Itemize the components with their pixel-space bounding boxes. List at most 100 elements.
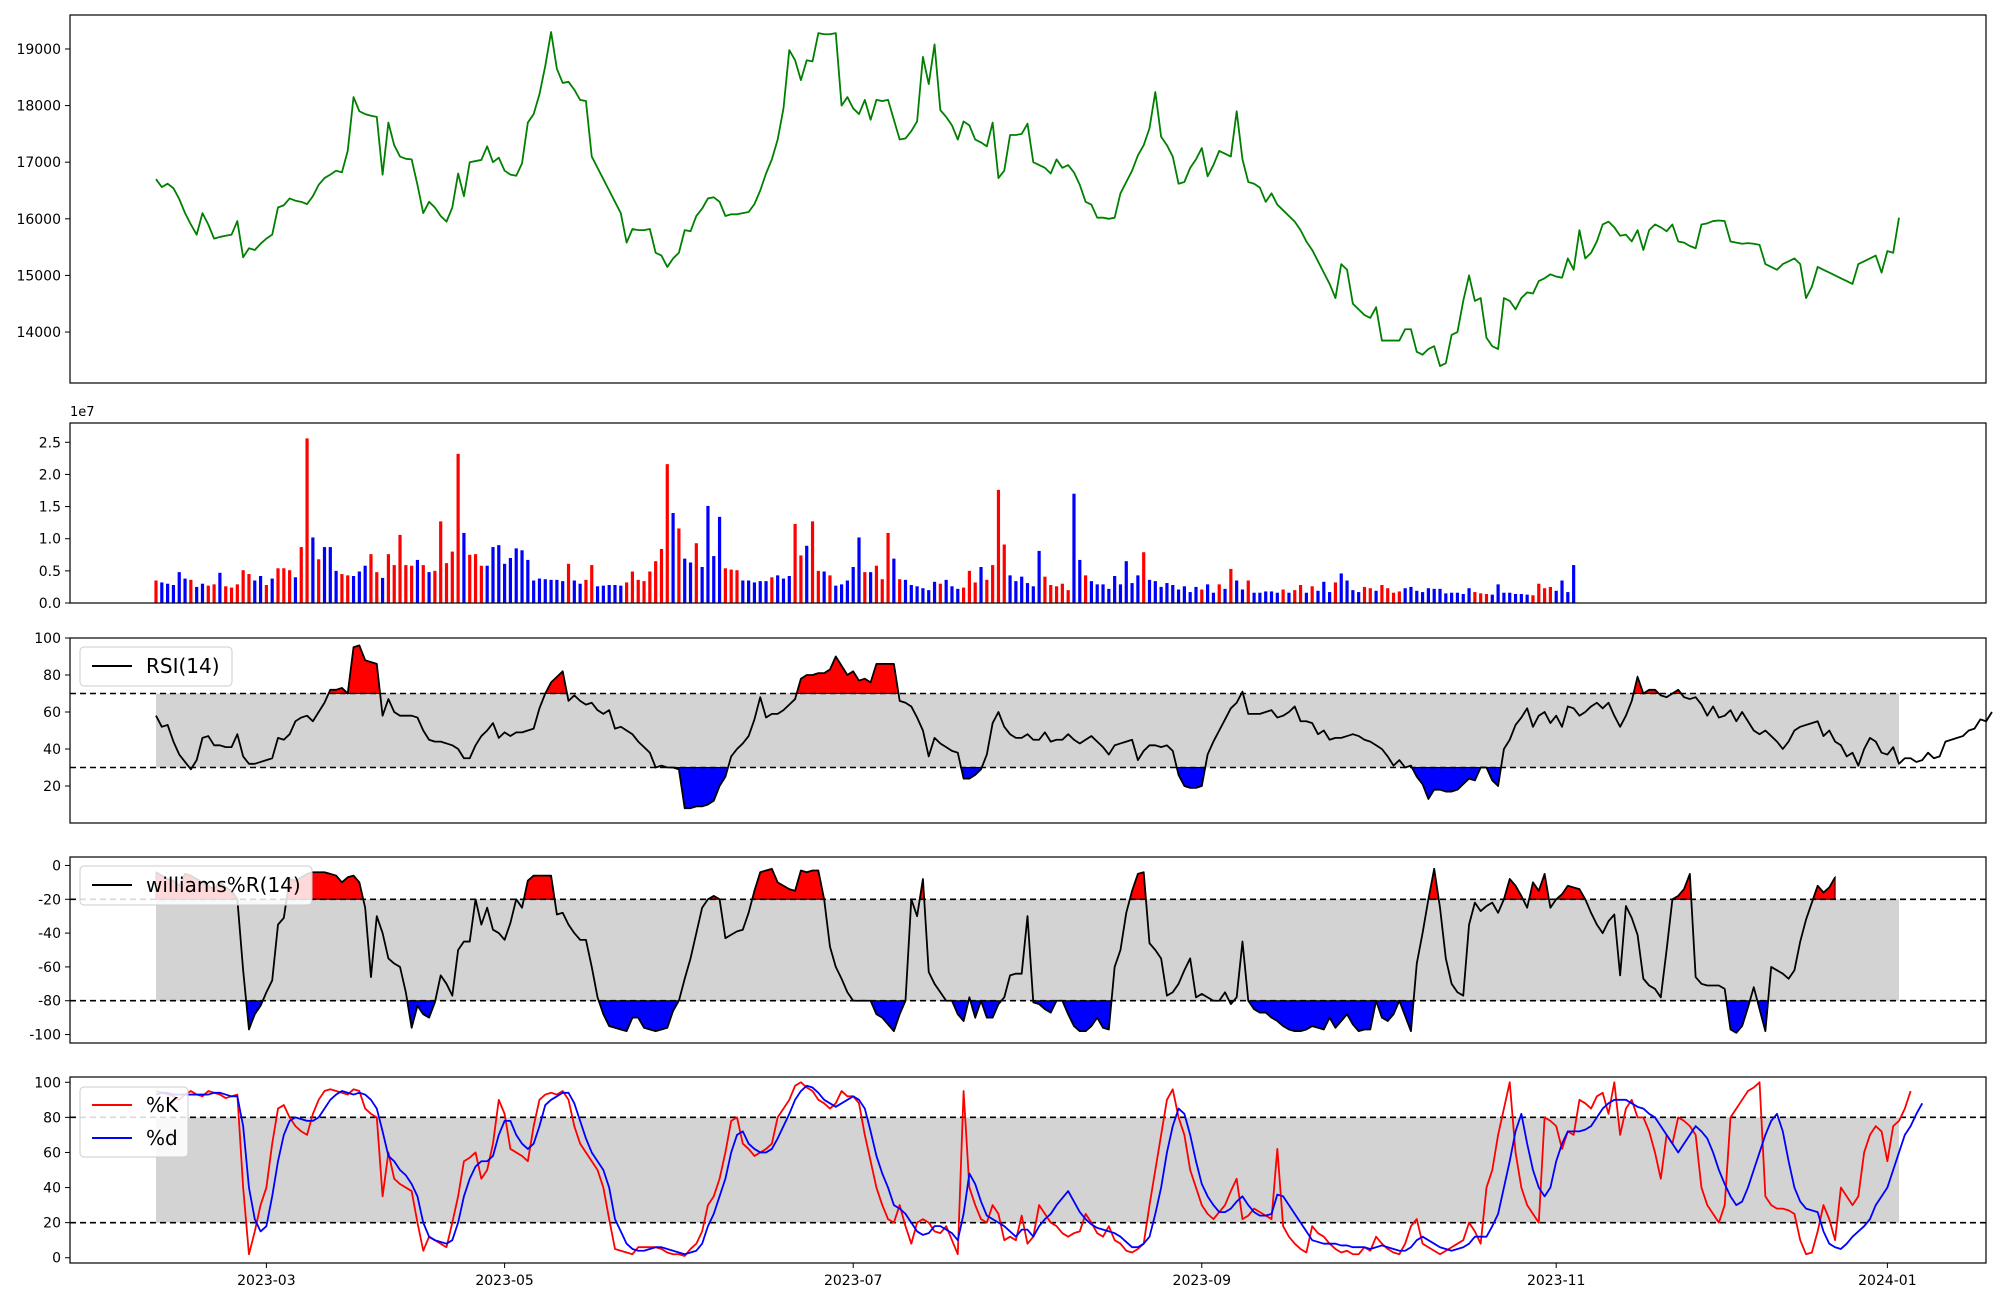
stoch-ytick-label: 40 — [43, 1181, 61, 1197]
volume-bar — [764, 581, 768, 603]
volume-bar — [520, 550, 524, 603]
volume-bar — [834, 585, 838, 603]
legend-label-k: %K — [146, 1093, 179, 1117]
volume-bar — [1246, 580, 1250, 603]
stochastic-legend: %K %d — [79, 1086, 189, 1158]
volume-bar — [787, 576, 791, 603]
volume-bar — [683, 558, 687, 603]
volume-bar — [979, 567, 983, 603]
volume-bar — [1014, 581, 1018, 603]
volume-bar — [1200, 589, 1204, 603]
volume-bar — [1229, 568, 1233, 603]
volume-bar — [1159, 586, 1163, 603]
price-ytick-label: 15000 — [16, 268, 61, 284]
volume-bar — [805, 545, 809, 603]
volume-bar — [1084, 575, 1088, 603]
volume-bar — [288, 570, 292, 603]
volume-bar — [1548, 586, 1552, 603]
volume-bar — [276, 568, 280, 603]
volume-bar — [1113, 576, 1117, 603]
volume-bar — [1142, 552, 1146, 603]
volume-bar — [1328, 592, 1332, 603]
volume-scale-label: 1e7 — [70, 405, 95, 420]
volume-bar — [247, 574, 251, 603]
volume-bar — [369, 554, 373, 603]
volume-bar — [973, 582, 977, 603]
volume-bar — [195, 586, 199, 603]
volume-bar — [654, 561, 658, 603]
volume-bar — [398, 534, 402, 603]
volume-bar — [857, 537, 861, 603]
volume-bar — [810, 521, 815, 603]
volume-bar — [229, 587, 234, 603]
volume-bar — [1124, 561, 1128, 603]
volume-bar — [555, 579, 559, 603]
volume-bar — [1438, 588, 1442, 603]
volume-bar — [1240, 589, 1245, 603]
stoch-axes-frame — [69, 1076, 1987, 1264]
volume-bar — [1194, 586, 1198, 603]
volume-bar — [1153, 581, 1157, 603]
volume-bar — [601, 585, 605, 603]
volume-bar — [1479, 593, 1483, 603]
volume-bar — [1502, 592, 1506, 603]
volume-bar — [613, 585, 617, 603]
rsi-ytick-label: 80 — [43, 668, 61, 684]
volume-bar — [1101, 584, 1105, 603]
volume-ytick-label: 0.0 — [39, 596, 61, 612]
volume-bar — [1118, 584, 1123, 603]
volume-bar — [1025, 583, 1030, 603]
volume-bar — [898, 579, 902, 603]
volume-bar — [1066, 590, 1070, 603]
volume-bar — [851, 567, 855, 603]
volume-bar — [1513, 594, 1518, 603]
volume-bar — [1060, 583, 1064, 603]
williams-ytick-label: 0 — [52, 858, 61, 874]
volume-bar — [903, 579, 908, 603]
rsi-band — [156, 693, 1899, 768]
volume-ytick-label: 2.0 — [39, 467, 61, 483]
volume-bar — [1078, 559, 1082, 603]
williams-overbought-fill — [751, 868, 825, 900]
stoch-ytick-label: 60 — [43, 1145, 61, 1161]
volume-bar — [166, 583, 170, 603]
volume-bar — [1275, 592, 1279, 603]
volume-bar — [566, 563, 571, 603]
legend-box — [79, 646, 233, 687]
volume-bar — [375, 572, 379, 603]
volume-bar — [1037, 550, 1041, 603]
volume-bar — [1176, 589, 1181, 603]
volume-bar — [863, 572, 867, 603]
volume-bar — [444, 563, 449, 603]
volume-bar — [1467, 588, 1471, 603]
volume-bar — [1049, 585, 1053, 603]
volume-bar — [410, 565, 414, 603]
volume-bar — [1351, 590, 1355, 603]
volume-bar — [1008, 575, 1012, 603]
volume-bar — [625, 582, 629, 603]
volume-bar — [258, 576, 263, 603]
volume-bar — [334, 570, 338, 603]
volume-bar — [514, 548, 518, 603]
volume-bar — [1298, 585, 1303, 603]
volume-bar — [741, 580, 745, 603]
volume-bar — [1089, 581, 1094, 603]
volume-bar — [497, 545, 501, 603]
volume-bar — [421, 565, 425, 603]
williams-ytick-label: -100 — [29, 1028, 61, 1044]
rsi-axes-frame — [69, 637, 1987, 824]
volume-bar — [1264, 591, 1268, 603]
volume-bar — [1380, 585, 1384, 603]
volume-bar — [1147, 579, 1152, 603]
volume-bar — [874, 565, 879, 603]
volume-bar — [1031, 586, 1035, 603]
volume-bar — [1182, 586, 1186, 603]
volume-bar — [845, 580, 849, 603]
volume-bar — [543, 579, 547, 603]
volume-bar — [909, 585, 913, 603]
volume-bar — [822, 571, 826, 603]
rsi-oversold-fill — [1176, 767, 1206, 789]
volume-bar — [1269, 591, 1274, 603]
